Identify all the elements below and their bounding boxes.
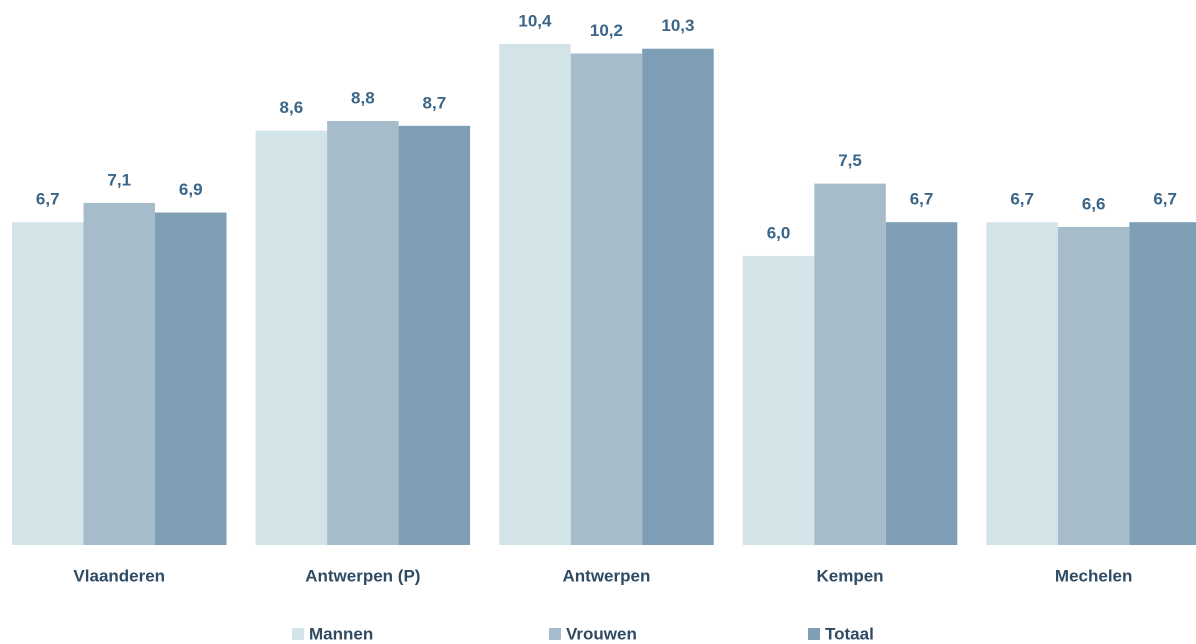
bar (742, 255, 815, 545)
legend-label: Totaal (825, 624, 874, 643)
value-label: 10,3 (661, 16, 694, 35)
value-label: 6,6 (1082, 194, 1106, 213)
bar (12, 222, 84, 545)
x-tick-label: Vlaanderen (73, 566, 165, 585)
x-tick-label: Kempen (817, 566, 884, 585)
value-label: 10,2 (590, 21, 623, 40)
bar (570, 53, 643, 545)
legend-swatch (549, 628, 561, 640)
legend-label: Mannen (309, 624, 373, 643)
value-label: 10,4 (518, 11, 552, 30)
value-label: 6,7 (36, 190, 60, 209)
value-label: 6,7 (1153, 190, 1177, 209)
bar (814, 183, 886, 546)
bar (1057, 227, 1130, 545)
x-tick-label: Antwerpen (P) (305, 566, 420, 585)
bar (83, 202, 155, 545)
bar (642, 48, 714, 546)
x-tick-label: Mechelen (1055, 566, 1132, 585)
bar (1129, 222, 1196, 545)
value-label: 7,5 (838, 151, 862, 170)
bar (986, 222, 1058, 545)
bar (155, 212, 227, 545)
value-label: 7,1 (107, 170, 131, 189)
legend-swatch (292, 628, 304, 640)
x-tick-label: Antwerpen (563, 566, 651, 585)
bar (885, 222, 958, 545)
bar (398, 125, 471, 546)
legend-label: Vrouwen (566, 624, 637, 643)
value-label: 6,0 (767, 223, 791, 242)
value-label: 8,8 (351, 88, 375, 107)
bar (499, 43, 571, 546)
legend-swatch (808, 628, 820, 640)
value-label: 8,6 (280, 98, 304, 117)
bar (255, 130, 328, 546)
value-label: 8,7 (423, 93, 447, 112)
value-label: 6,7 (1010, 190, 1034, 209)
value-label: 6,9 (179, 180, 203, 199)
bar (327, 121, 399, 545)
value-label: 6,7 (910, 190, 934, 209)
